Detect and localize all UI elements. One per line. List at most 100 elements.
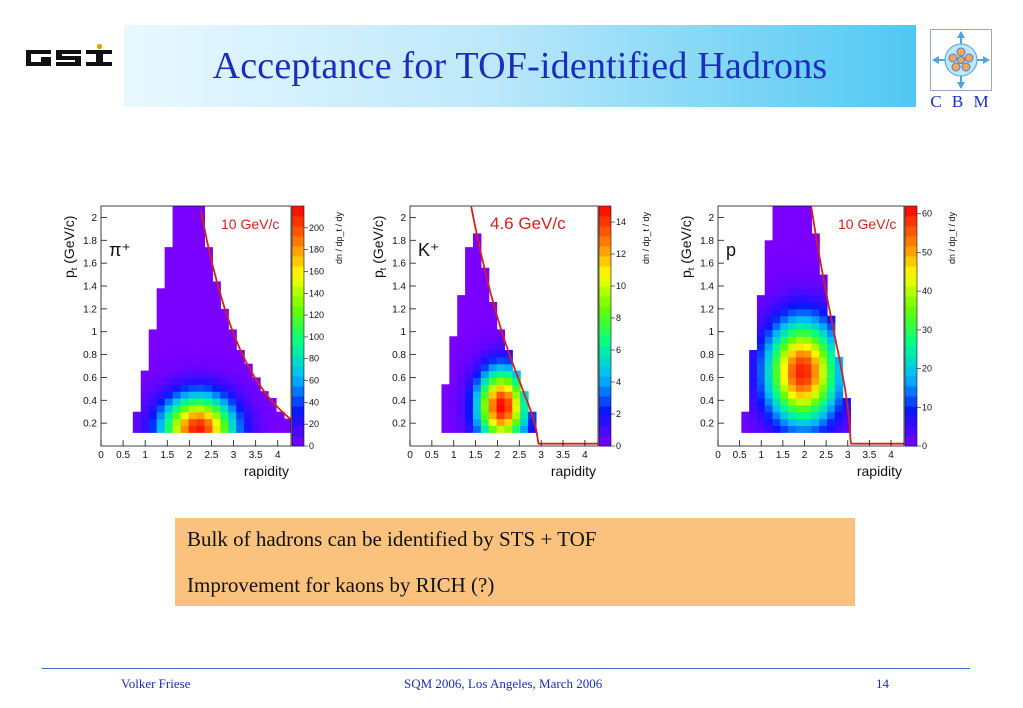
heatmap-cell	[496, 343, 506, 351]
heatmap-cell	[260, 425, 269, 433]
heatmap-cell	[204, 315, 213, 324]
heatmap-cell	[180, 418, 190, 427]
colorbar-frame	[904, 205, 918, 447]
heatmap-cell	[228, 391, 237, 399]
heatmap-cell	[212, 329, 221, 337]
colorbar-step	[599, 356, 611, 367]
heatmap-cell	[488, 336, 498, 344]
heatmap-cell	[180, 219, 190, 228]
heatmap-cell	[465, 254, 474, 262]
heatmap-cell	[811, 404, 820, 413]
heatmap-cell	[465, 336, 474, 344]
heatmap-cell	[803, 315, 813, 324]
heatmap-cell	[788, 336, 797, 344]
colorbar-tick-label: 8	[616, 313, 621, 323]
heatmap-cell	[772, 274, 781, 283]
colorbar-step	[599, 286, 611, 297]
colorbar-step	[905, 436, 917, 447]
heatmap-cell	[212, 315, 221, 324]
heatmap-cell	[756, 295, 766, 303]
heatmap-cell	[795, 384, 805, 392]
heatmap-cell	[220, 384, 229, 392]
heatmap-cell	[188, 295, 198, 303]
heatmap-cell	[504, 411, 513, 420]
heatmap-cell	[811, 384, 820, 392]
heatmap-cell	[480, 308, 490, 317]
heatmap-cell	[480, 295, 490, 303]
heatmap-cell	[148, 336, 158, 344]
heatmap-cell	[811, 356, 820, 365]
heatmap-cell	[788, 254, 797, 262]
heatmap-cell	[788, 370, 797, 379]
heatmap-cell	[180, 411, 190, 420]
heatmap-cell	[156, 418, 166, 427]
heatmap-cell	[488, 411, 498, 420]
heatmap-cell	[164, 356, 174, 365]
heatmap-cell	[811, 418, 820, 427]
heatmap-cell	[236, 377, 245, 385]
heatmap-cell	[236, 425, 245, 433]
heatmap-panel: 0 0.5 1 1.5 2 2.5 3 3.5 4 0.2 0.4 0.6 0.8 1 1.2 1.4 1.6 1…	[61, 205, 344, 479]
heatmap-cell	[795, 281, 805, 289]
x-tick-label: 1.5	[469, 450, 483, 461]
heatmap-cell	[780, 315, 789, 324]
x-tick-label: 1	[758, 450, 764, 461]
heatmap-cell	[204, 254, 213, 262]
colorbar-tick-label: 0	[616, 441, 621, 451]
heatmap-cell	[756, 336, 766, 344]
heatmap-cell	[172, 418, 182, 427]
heatmap-cell	[488, 398, 498, 406]
heatmap-cell	[465, 302, 474, 310]
heatmap-cell	[811, 240, 820, 248]
heatmap-cell	[528, 418, 537, 427]
heatmap-cell	[188, 384, 198, 392]
heatmap-cell	[212, 363, 221, 372]
heatmap-cell	[180, 206, 190, 214]
heatmap-cell	[180, 281, 190, 289]
heatmap-cell	[520, 391, 529, 399]
colorbar-tick-label: 180	[309, 245, 324, 255]
heatmap-cell	[252, 411, 261, 420]
heatmap-cell	[236, 384, 245, 392]
heatmap-cell	[827, 404, 836, 413]
heatmap-cell	[512, 425, 521, 433]
heatmap-cell	[780, 302, 789, 310]
colorbar-tick-label: 0	[922, 441, 927, 451]
heatmap-cell	[749, 418, 758, 427]
colorbar-step	[292, 396, 304, 407]
heatmap-cell	[504, 391, 513, 399]
colorbar-step	[905, 296, 917, 307]
heatmap-cell	[204, 425, 213, 433]
heatmap-cell	[172, 425, 182, 433]
heatmap-cell	[764, 247, 774, 255]
heatmap-cell	[512, 370, 521, 379]
x-tick-label: 0	[715, 450, 721, 461]
heatmap-cell	[788, 384, 797, 392]
heatmap-cell	[441, 418, 450, 427]
heatmap-cell	[480, 418, 490, 427]
heatmap-cell	[811, 260, 820, 269]
y-tick-label: 1.4	[392, 282, 406, 293]
heatmap-cell	[795, 288, 805, 296]
heatmap-cell	[148, 343, 158, 351]
y-tick-label: 0.2	[700, 419, 714, 430]
heatmap-cell	[465, 411, 474, 420]
heatmap-cell	[780, 240, 789, 248]
heatmap-cell	[520, 398, 529, 406]
heatmap-cell	[512, 377, 521, 385]
heatmap-cell	[156, 315, 166, 324]
heatmap-cell	[457, 356, 466, 365]
heatmap-cell	[196, 240, 205, 248]
heatmap-cell	[220, 329, 229, 337]
heatmap-cell	[457, 295, 466, 303]
heatmap-cell	[457, 425, 466, 433]
x-tick-label: 2	[495, 450, 501, 461]
heatmap-cell	[228, 350, 237, 358]
heatmap-cell	[749, 384, 758, 392]
heatmap-cell	[457, 343, 466, 351]
heatmap-cell	[472, 411, 482, 420]
heatmap-cell	[156, 404, 166, 413]
heatmap-cell	[803, 322, 813, 331]
heatmap-cell	[465, 425, 474, 433]
heatmap-cell	[212, 308, 221, 317]
